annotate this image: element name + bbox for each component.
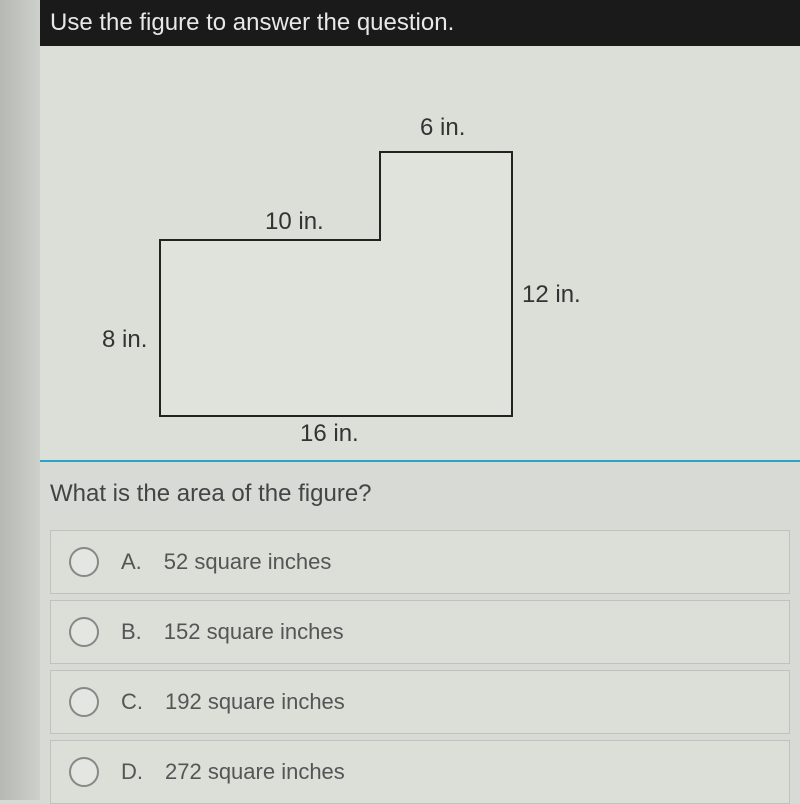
label-bottom: 16 in. (300, 420, 359, 448)
figure-polygon (160, 152, 512, 416)
option-d[interactable]: D. 272 square inches (50, 740, 790, 804)
label-top-small: 6 in. (420, 114, 465, 142)
label-right: 12 in. (522, 281, 581, 309)
figure-panel: 6 in. 10 in. 8 in. 12 in. 16 in. (40, 46, 800, 460)
option-c[interactable]: C. 192 square inches (50, 670, 790, 734)
option-a[interactable]: A. 52 square inches (50, 530, 790, 594)
label-left: 8 in. (102, 326, 147, 354)
radio-a[interactable] (69, 547, 99, 577)
option-d-text: 272 square inches (165, 759, 345, 785)
option-b-text: 152 square inches (164, 619, 344, 645)
composite-figure (100, 66, 580, 446)
instruction-header: Use the figure to answer the question. (40, 0, 800, 46)
radio-d[interactable] (69, 757, 99, 787)
option-b[interactable]: B. 152 square inches (50, 600, 790, 664)
option-d-letter: D. (121, 759, 143, 785)
label-step-top: 10 in. (265, 208, 324, 236)
option-c-text: 192 square inches (165, 689, 345, 715)
option-b-letter: B. (121, 619, 142, 645)
question-panel: What is the area of the figure? A. 52 sq… (40, 460, 800, 800)
option-a-text: 52 square inches (164, 549, 332, 575)
option-c-letter: C. (121, 689, 143, 715)
question-prompt: What is the area of the figure? (50, 480, 800, 508)
radio-b[interactable] (69, 617, 99, 647)
instruction-text: Use the figure to answer the question. (50, 9, 454, 37)
option-a-letter: A. (121, 549, 142, 575)
page-left-shadow (0, 0, 40, 800)
radio-c[interactable] (69, 687, 99, 717)
